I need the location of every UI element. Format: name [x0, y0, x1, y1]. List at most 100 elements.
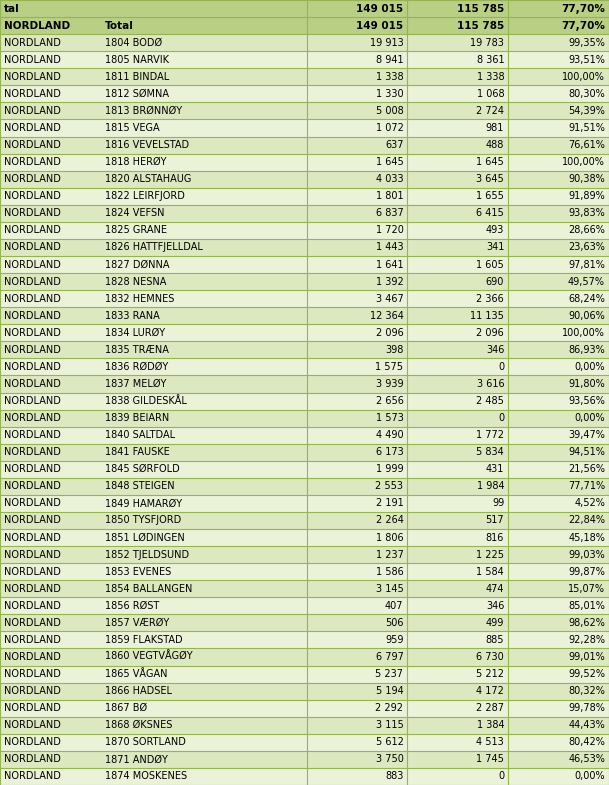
Text: 2 264: 2 264 — [376, 516, 404, 525]
Text: 4 513: 4 513 — [476, 737, 504, 747]
Bar — [0, 137, 609, 154]
Text: 3 750: 3 750 — [376, 754, 404, 765]
Text: 1 443: 1 443 — [376, 243, 404, 253]
Text: 1820 ALSTAHAUG: 1820 ALSTAHAUG — [105, 174, 191, 184]
Text: 1852 TJELDSUND: 1852 TJELDSUND — [105, 550, 189, 560]
Text: 1826 HATTFJELLDAL: 1826 HATTFJELLDAL — [105, 243, 203, 253]
Text: NORDLAND: NORDLAND — [4, 413, 61, 423]
Text: 6 173: 6 173 — [376, 447, 404, 457]
Text: NORDLAND: NORDLAND — [4, 550, 61, 560]
Text: NORDLAND: NORDLAND — [4, 618, 61, 628]
Text: 1 641: 1 641 — [376, 260, 404, 269]
Text: NORDLAND: NORDLAND — [4, 464, 61, 474]
Bar — [0, 751, 609, 768]
Text: NORDLAND: NORDLAND — [4, 174, 61, 184]
Text: 8 361: 8 361 — [477, 55, 504, 64]
Bar — [0, 205, 609, 222]
Text: 1 072: 1 072 — [376, 123, 404, 133]
Text: 1839 BEIARN: 1839 BEIARN — [105, 413, 169, 423]
Text: 90,38%: 90,38% — [568, 174, 605, 184]
Text: 1874 MOSKENES: 1874 MOSKENES — [105, 772, 187, 781]
Text: NORDLAND: NORDLAND — [4, 754, 61, 765]
Text: NORDLAND: NORDLAND — [4, 396, 61, 406]
Text: 6 837: 6 837 — [376, 208, 404, 218]
Text: 885: 885 — [486, 635, 504, 645]
Text: 637: 637 — [385, 140, 404, 150]
Text: 91,80%: 91,80% — [568, 379, 605, 389]
Text: 1 338: 1 338 — [477, 71, 504, 82]
Text: 1 225: 1 225 — [476, 550, 504, 560]
Text: 690: 690 — [486, 276, 504, 287]
Text: 80,32%: 80,32% — [568, 686, 605, 696]
Text: 6 415: 6 415 — [476, 208, 504, 218]
Text: NORDLAND: NORDLAND — [4, 328, 61, 338]
Text: NORDLAND: NORDLAND — [4, 772, 61, 781]
Text: 1 330: 1 330 — [376, 89, 404, 99]
Bar — [0, 461, 609, 478]
Text: 1866 HADSEL: 1866 HADSEL — [105, 686, 172, 696]
Text: Total: Total — [105, 20, 133, 31]
Text: NORDLAND: NORDLAND — [4, 447, 61, 457]
Text: NORDLAND: NORDLAND — [4, 20, 70, 31]
Text: 2 191: 2 191 — [376, 498, 404, 509]
Bar — [0, 51, 609, 68]
Bar — [0, 444, 609, 461]
Text: NORDLAND: NORDLAND — [4, 532, 61, 542]
Text: 1853 EVENES: 1853 EVENES — [105, 567, 171, 577]
Text: 5 612: 5 612 — [376, 737, 404, 747]
Text: 1805 NARVIK: 1805 NARVIK — [105, 55, 169, 64]
Text: 1851 LØDINGEN: 1851 LØDINGEN — [105, 532, 185, 542]
Text: 5 834: 5 834 — [476, 447, 504, 457]
Text: 85,01%: 85,01% — [568, 601, 605, 611]
Text: 488: 488 — [486, 140, 504, 150]
Text: 44,43%: 44,43% — [568, 721, 605, 730]
Bar — [0, 256, 609, 273]
Text: 19 783: 19 783 — [470, 38, 504, 48]
Bar — [0, 615, 609, 631]
Text: 0: 0 — [498, 772, 504, 781]
Bar — [0, 648, 609, 666]
Text: 77,70%: 77,70% — [561, 4, 605, 13]
Bar — [0, 290, 609, 307]
Text: 77,71%: 77,71% — [568, 481, 605, 491]
Text: 99,03%: 99,03% — [568, 550, 605, 560]
Text: 1 586: 1 586 — [376, 567, 404, 577]
Text: 115 785: 115 785 — [457, 20, 504, 31]
Text: 0,00%: 0,00% — [574, 413, 605, 423]
Text: 1 237: 1 237 — [376, 550, 404, 560]
Text: NORDLAND: NORDLAND — [4, 686, 61, 696]
Text: 1813 BRØNNØY: 1813 BRØNNØY — [105, 106, 182, 116]
Text: 15,07%: 15,07% — [568, 584, 605, 593]
Text: 1 720: 1 720 — [376, 225, 404, 236]
Text: 6 730: 6 730 — [476, 652, 504, 662]
Text: 1850 TYSFJORD: 1850 TYSFJORD — [105, 516, 181, 525]
Text: 981: 981 — [486, 123, 504, 133]
Text: 1845 SØRFOLD: 1845 SØRFOLD — [105, 464, 180, 474]
Text: 431: 431 — [486, 464, 504, 474]
Text: 54,39%: 54,39% — [568, 106, 605, 116]
Bar — [0, 86, 609, 102]
Text: NORDLAND: NORDLAND — [4, 38, 61, 48]
Text: 21,56%: 21,56% — [568, 464, 605, 474]
Text: 346: 346 — [486, 345, 504, 355]
Text: 1834 LURØY: 1834 LURØY — [105, 328, 165, 338]
Text: 1822 LEIRFJORD: 1822 LEIRFJORD — [105, 192, 185, 201]
Text: 99,35%: 99,35% — [568, 38, 605, 48]
Text: 0: 0 — [498, 362, 504, 372]
Text: NORDLAND: NORDLAND — [4, 276, 61, 287]
Text: 1 605: 1 605 — [476, 260, 504, 269]
Text: NORDLAND: NORDLAND — [4, 567, 61, 577]
Text: 86,93%: 86,93% — [568, 345, 605, 355]
Text: 1 338: 1 338 — [376, 71, 404, 82]
Text: 93,83%: 93,83% — [568, 208, 605, 218]
Bar — [0, 495, 609, 512]
Text: 1833 RANA: 1833 RANA — [105, 311, 160, 321]
Text: 1841 FAUSKE: 1841 FAUSKE — [105, 447, 169, 457]
Text: 1812 SØMNA: 1812 SØMNA — [105, 89, 169, 99]
Text: 23,63%: 23,63% — [568, 243, 605, 253]
Text: 4 033: 4 033 — [376, 174, 404, 184]
Text: 1 655: 1 655 — [476, 192, 504, 201]
Text: 1860 VEGTVÅGØY: 1860 VEGTVÅGØY — [105, 652, 192, 662]
Text: NORDLAND: NORDLAND — [4, 601, 61, 611]
Bar — [0, 478, 609, 495]
